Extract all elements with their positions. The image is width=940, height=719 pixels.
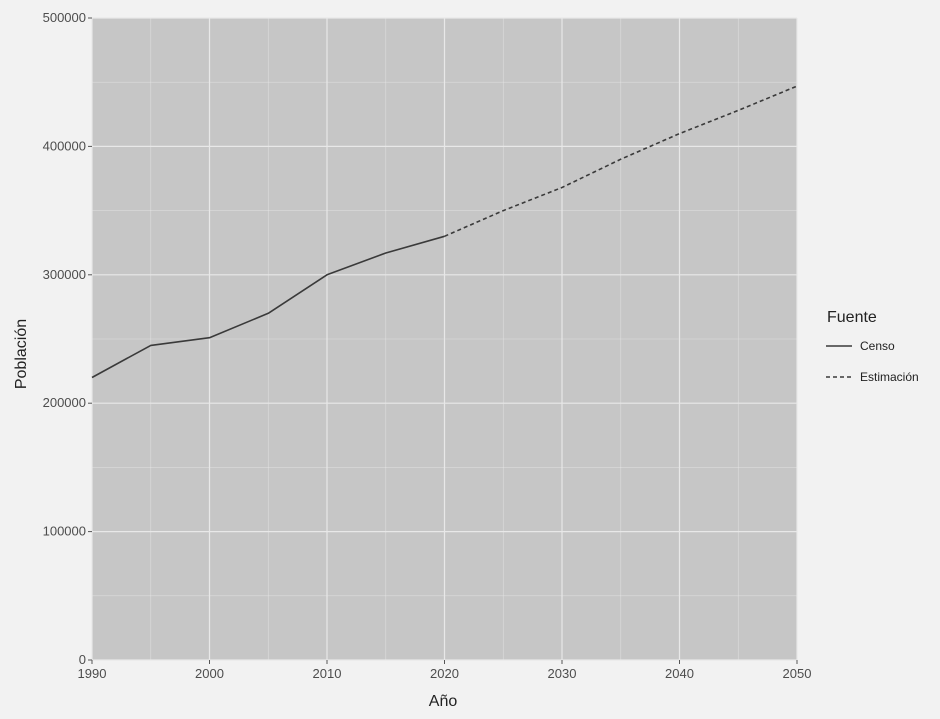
series-line-estimacion <box>444 85 798 238</box>
x-tick-label: 2020 <box>430 666 459 681</box>
y-tick-label: 100000 <box>43 524 86 539</box>
series-lines <box>91 85 798 379</box>
y-tick-label: 400000 <box>43 138 86 153</box>
series-line-censo <box>91 235 445 379</box>
legend-label-censo: Censo <box>860 339 895 353</box>
legend-title: Fuente <box>827 309 877 326</box>
y-axis-title: Población <box>13 319 30 389</box>
y-tick-label: 500000 <box>43 10 86 25</box>
x-tick-label: 2000 <box>195 666 224 681</box>
y-tick-label: 0 <box>79 652 86 667</box>
x-tick-label: 2030 <box>548 666 577 681</box>
axes: 1990 2000 2010 2020 2030 2040 2050 0 100000 20000… <box>43 10 812 681</box>
legend: Fuente Censo Estimación <box>826 309 919 384</box>
y-tick-label: 200000 <box>43 395 86 410</box>
x-tick-label: 2050 <box>783 666 812 681</box>
y-tick-label: 300000 <box>43 267 86 282</box>
x-tick-label: 2040 <box>665 666 694 681</box>
x-tick-label: 2010 <box>313 666 342 681</box>
x-tick-label: 1990 <box>78 666 107 681</box>
legend-label-estimacion: Estimación <box>860 370 919 384</box>
x-axis-title: Año <box>429 693 458 710</box>
